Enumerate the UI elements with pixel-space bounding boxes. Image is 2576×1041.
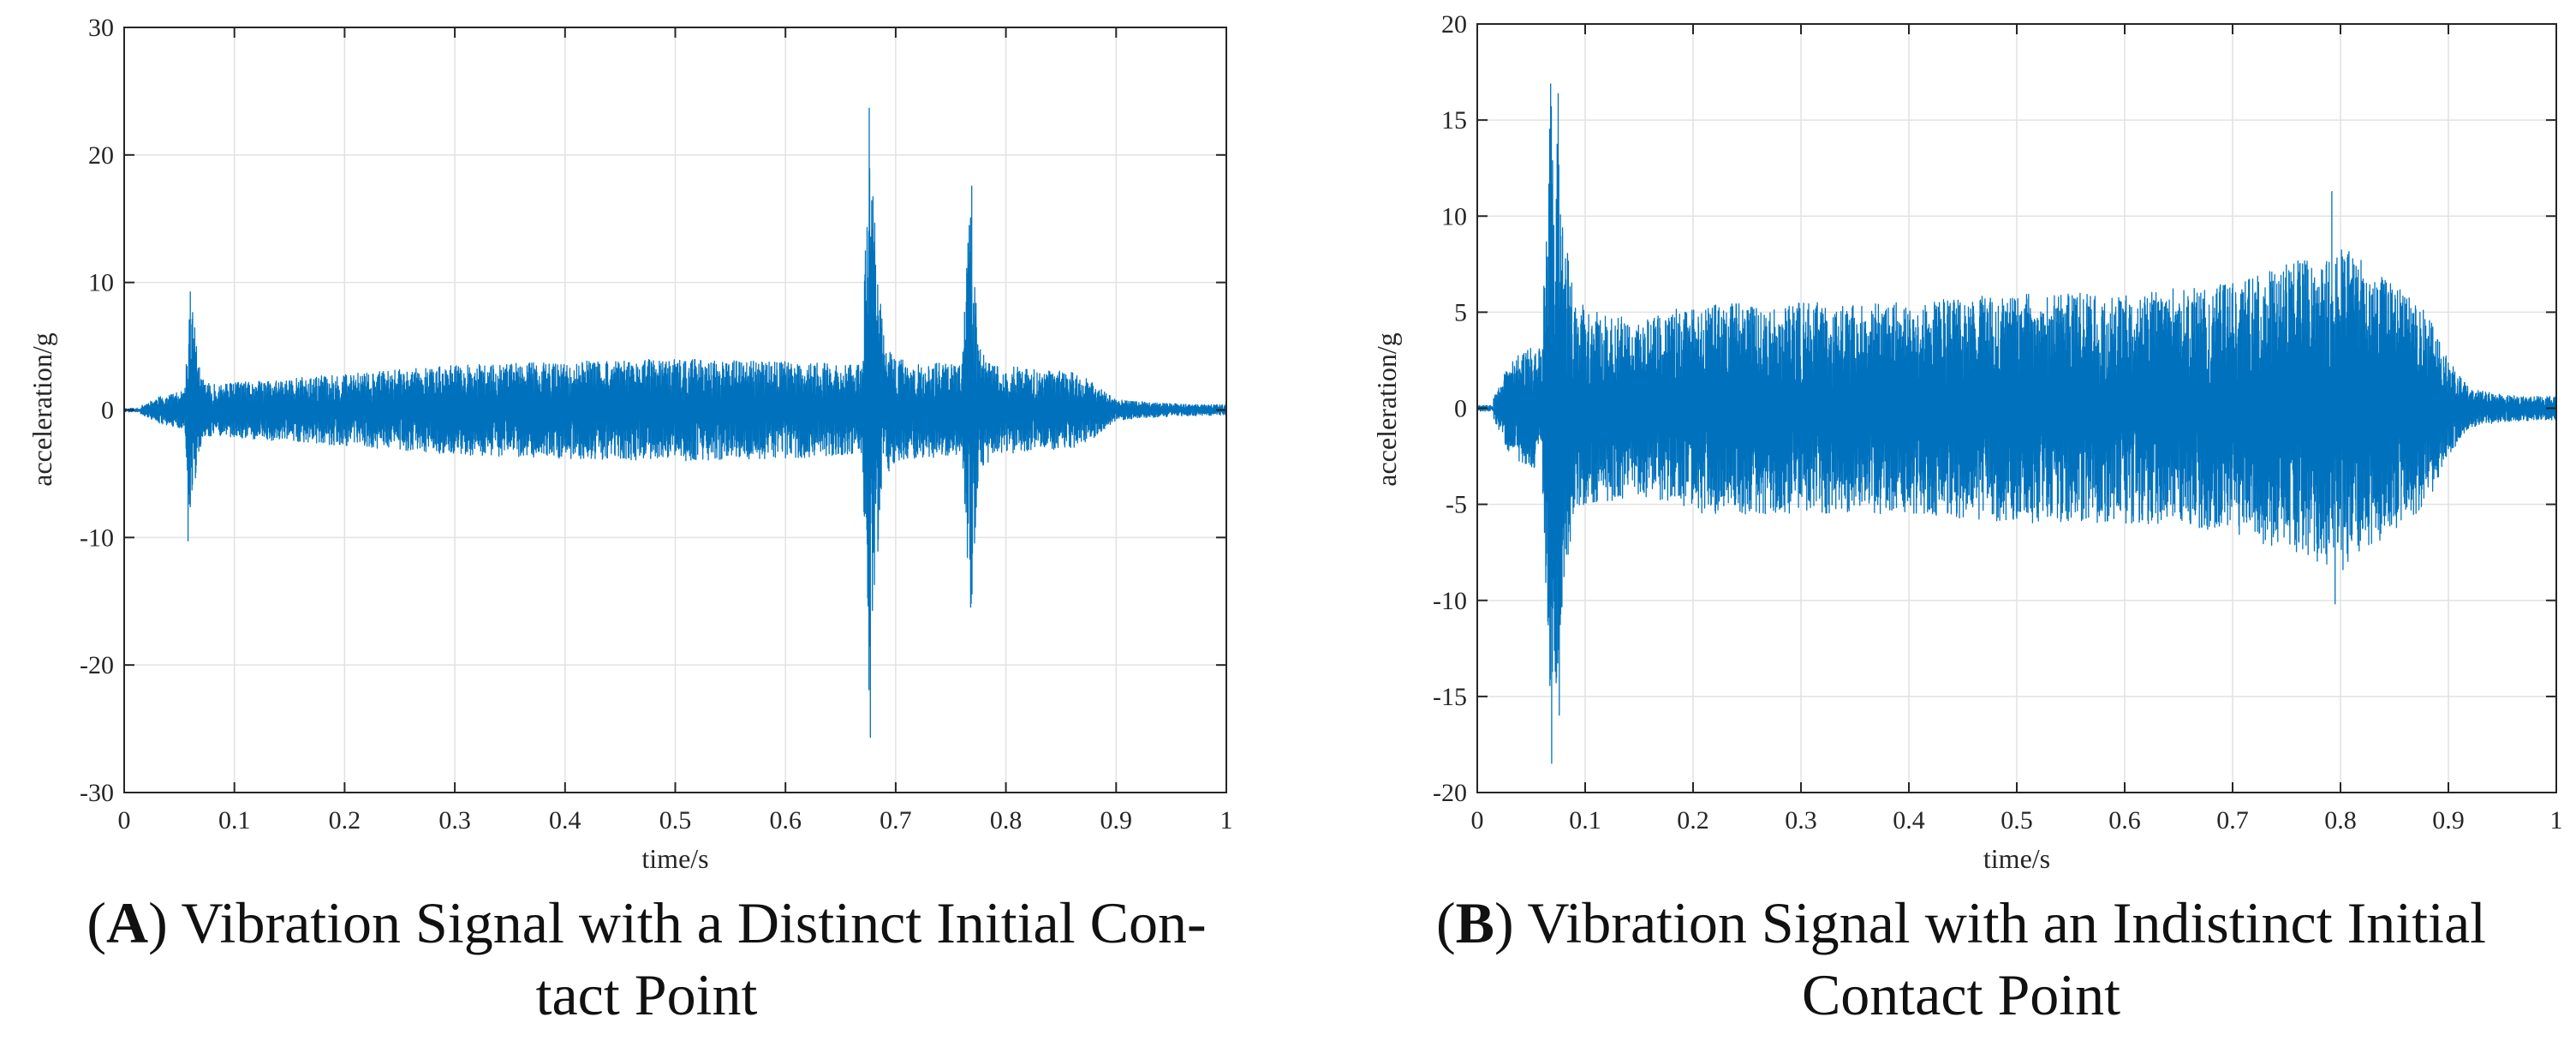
y-tick-label: 20	[1441, 10, 1467, 39]
y-tick-label: 30	[88, 14, 114, 42]
y-tick-label: -10	[80, 523, 114, 552]
y-tick-label: 10	[1441, 202, 1467, 230]
x-axis-title: time/s	[641, 843, 708, 874]
y-tick-label: 15	[1441, 106, 1467, 135]
x-tick-label: 0.9	[2432, 806, 2465, 835]
x-tick-label: 0.7	[2216, 806, 2249, 835]
caption-a-letter: A	[106, 890, 149, 955]
x-tick-label: 0.5	[659, 806, 692, 835]
x-tick-label: 0.6	[769, 806, 802, 835]
y-tick-label: 0	[101, 397, 114, 425]
y-tick-label: -20	[1433, 779, 1467, 807]
y-tick-label: -10	[1433, 587, 1467, 615]
x-tick-label: 0	[1471, 806, 1484, 835]
caption-a-text: ) Vibration Signal with a Distinct Initi…	[148, 890, 1207, 955]
caption-b-line2: Contact Point	[1801, 962, 2121, 1027]
x-tick-label: 0.7	[880, 806, 912, 835]
y-tick-label: 5	[1454, 298, 1467, 326]
caption-b: (B) Vibration Signal with an Indistinct …	[1353, 887, 2569, 1031]
x-tick-label: 0.4	[1893, 806, 1925, 835]
caption-b-text: ) Vibration Signal with an Indistinct In…	[1494, 890, 2487, 955]
y-tick-label: -5	[1446, 491, 1467, 519]
y-axis-title: acceleration/g	[27, 332, 57, 486]
y-tick-label: 10	[88, 269, 114, 297]
x-tick-label: 0.5	[2001, 806, 2033, 835]
chart-b: 0 0.1 0.2 0.3 0.4 0.5 0.6 0.7 0.8 0.9 1 -20 -15 -10 -5…	[1371, 10, 2563, 874]
y-tick-label: -30	[80, 779, 114, 807]
x-tick-label: 0.3	[438, 806, 471, 835]
y-tick-label: -20	[80, 651, 114, 679]
y-tick-label: 0	[1454, 395, 1467, 423]
x-tick-label: 1	[1220, 806, 1233, 835]
chart-a: 0 0.1 0.2 0.3 0.4 0.5 0.6 0.7 0.8 0.9 1 -30 -20 -10 0 1…	[27, 14, 1233, 874]
x-tick-label: 0.3	[1785, 806, 1817, 835]
y-tick-label: 20	[88, 141, 114, 170]
caption-a: (A) Vibration Signal with a Distinct Ini…	[9, 887, 1285, 1031]
caption-b-line1: (B) Vibration Signal with an Indistinct …	[1435, 890, 2487, 955]
x-tick-label: 0.2	[1677, 806, 1709, 835]
caption-a-line2: tact Point	[535, 962, 758, 1027]
x-tick-label: 0.1	[218, 806, 251, 835]
x-tick-label: 0	[118, 806, 131, 835]
y-axis-title: acceleration/g	[1371, 332, 1402, 486]
x-tick-label: 1	[2550, 806, 2563, 835]
x-tick-label: 0.4	[549, 806, 581, 835]
x-tick-label: 0.6	[2108, 806, 2141, 835]
x-tick-label: 0.2	[329, 806, 361, 835]
signal-series	[1476, 83, 2557, 764]
x-tick-label: 0.8	[990, 806, 1023, 835]
y-tick-label: -15	[1433, 683, 1467, 711]
x-tick-label: 0.8	[2324, 806, 2357, 835]
caption-a-line1: (A) Vibration Signal with a Distinct Ini…	[86, 890, 1207, 955]
caption-b-letter: B	[1455, 890, 1494, 955]
signal-series	[123, 107, 1227, 738]
x-axis-title: time/s	[1983, 843, 2050, 874]
x-tick-label: 0.9	[1100, 806, 1133, 835]
x-tick-label: 0.1	[1569, 806, 1601, 835]
